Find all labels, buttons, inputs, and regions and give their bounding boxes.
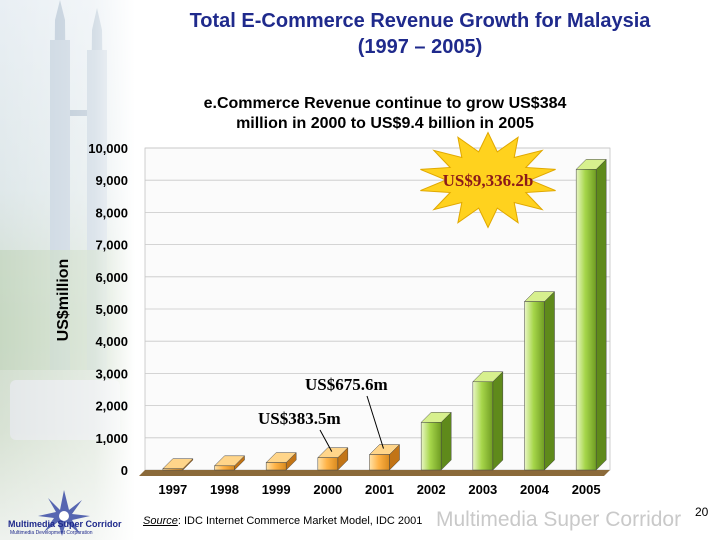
y-tick-label: 0	[121, 463, 128, 478]
bar-front	[575, 169, 597, 471]
y-tick-label: 8,000	[95, 205, 128, 220]
subtitle-continued: million in 2000 to US$9.4 billion in 200…	[236, 115, 534, 132]
x-tick-label: 2004	[520, 482, 550, 497]
y-tick-label: 7,000	[95, 238, 128, 253]
msc-logo-icon	[38, 490, 90, 536]
bar-2005	[575, 158, 607, 471]
bar-2002	[420, 411, 452, 471]
leader-line-2000	[319, 429, 333, 452]
bar-side	[492, 371, 504, 471]
bar-front	[162, 468, 184, 471]
bar-side	[544, 290, 555, 471]
bar-front	[214, 465, 235, 471]
bar-front	[369, 454, 390, 471]
y-tick-label: 10,000	[88, 141, 128, 156]
bar-front	[420, 422, 442, 471]
logo-tagline: Multimedia Development Corporation	[10, 530, 93, 536]
bar-1998	[213, 455, 246, 471]
source-text: : IDC Internet Commerce Market Model, ID…	[177, 515, 423, 527]
x-tick-label: 2002	[417, 482, 446, 497]
x-axis-ticks: 1997 1998 1999 2000 2001 2002 2003 2004 2005	[158, 482, 600, 497]
annotations: US$9,336.2b US$675.6m US$383.5m	[258, 131, 556, 452]
x-tick-label: 1999	[262, 482, 291, 497]
annotation-2005: US$9,336.2b	[443, 171, 534, 190]
annotation-2001: US$675.6m	[305, 375, 388, 394]
x-tick-label: 1998	[210, 482, 239, 497]
page-title-years: (1997 – 2005)	[357, 36, 483, 58]
x-tick-label: 2000	[313, 482, 342, 497]
y-tick-label: 5,000	[95, 302, 128, 317]
leader-line-2001	[366, 395, 384, 449]
bar-side	[595, 158, 607, 471]
x-tick-label: 1997	[158, 482, 187, 497]
y-tick-label: 4,000	[95, 334, 128, 349]
bars	[162, 158, 607, 471]
bar-2004	[523, 290, 556, 471]
y-tick-label: 6,000	[95, 270, 128, 285]
y-tick-label: 2,000	[95, 399, 128, 414]
bar-2003	[472, 371, 504, 471]
floor-slab	[139, 470, 610, 476]
bar-front	[472, 381, 494, 471]
page-title: Total E-Commerce Revenue Growth for Mala…	[189, 10, 651, 32]
y-tick-label: 1,000	[95, 431, 128, 446]
annotation-2000: US$383.5m	[258, 409, 341, 428]
side-photo-fade	[0, 0, 135, 540]
y-axis-ticks: 0 1,000 2,000 3,000 4,000 5,000 6,000 7,000 8,00…	[88, 141, 128, 478]
bar-front	[524, 301, 545, 471]
source-label: Source	[143, 515, 178, 527]
y-axis-label: US$million	[55, 259, 72, 342]
bar-1997	[162, 458, 194, 471]
bar-2000	[317, 447, 349, 471]
subtitle: e.Commerce Revenue continue to grow US$3…	[203, 95, 567, 112]
y-tick-label: 9,000	[95, 173, 128, 188]
bar-front	[265, 462, 287, 471]
bar-2001	[368, 443, 401, 471]
bar-front	[317, 457, 339, 471]
x-tick-label: 2001	[365, 482, 394, 497]
bar-1999	[265, 451, 297, 471]
chart-floor	[139, 470, 610, 476]
brand-watermark: Multimedia Super Corridor	[436, 508, 682, 531]
x-tick-label: 2003	[468, 482, 497, 497]
y-tick-label: 3,000	[95, 366, 128, 381]
x-tick-label: 2005	[572, 482, 601, 497]
starburst-shape	[420, 131, 556, 229]
logo-name: Multimedia Super Corridor	[8, 519, 122, 529]
source-note: Source: IDC Internet Commerce Market Mod…	[143, 515, 422, 527]
page-number: 20	[695, 505, 709, 519]
